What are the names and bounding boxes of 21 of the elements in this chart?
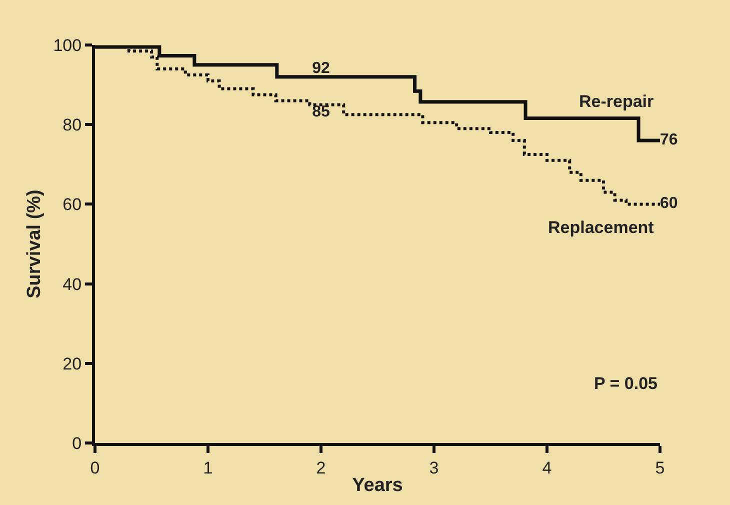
series-label: Replacement bbox=[548, 218, 654, 237]
x-tick-label: 0 bbox=[90, 458, 100, 478]
data-label: 92 bbox=[312, 60, 330, 77]
y-tick-label: 0 bbox=[72, 434, 82, 453]
annotation: P = 0.05 bbox=[594, 374, 658, 393]
y-tick-label: 20 bbox=[62, 354, 82, 374]
x-tick-label: 5 bbox=[655, 458, 665, 478]
y-tick-label: 40 bbox=[62, 274, 82, 294]
x-tick-label: 3 bbox=[429, 458, 439, 478]
x-tick-label: 1 bbox=[203, 458, 213, 478]
x-tick-label: 2 bbox=[316, 458, 326, 478]
y-tick-label: 60 bbox=[62, 195, 82, 214]
x-tick-label: 4 bbox=[542, 458, 552, 478]
data-label: 60 bbox=[660, 195, 678, 212]
data-label: 85 bbox=[312, 104, 330, 121]
data-label: 76 bbox=[660, 132, 678, 149]
x-axis-title: Years bbox=[352, 475, 403, 496]
y-tick-label: 100 bbox=[53, 36, 82, 55]
series-label: Re-repair bbox=[579, 92, 654, 111]
y-tick-label: 80 bbox=[62, 116, 82, 135]
y-axis-title: Survival (%) bbox=[24, 190, 46, 298]
